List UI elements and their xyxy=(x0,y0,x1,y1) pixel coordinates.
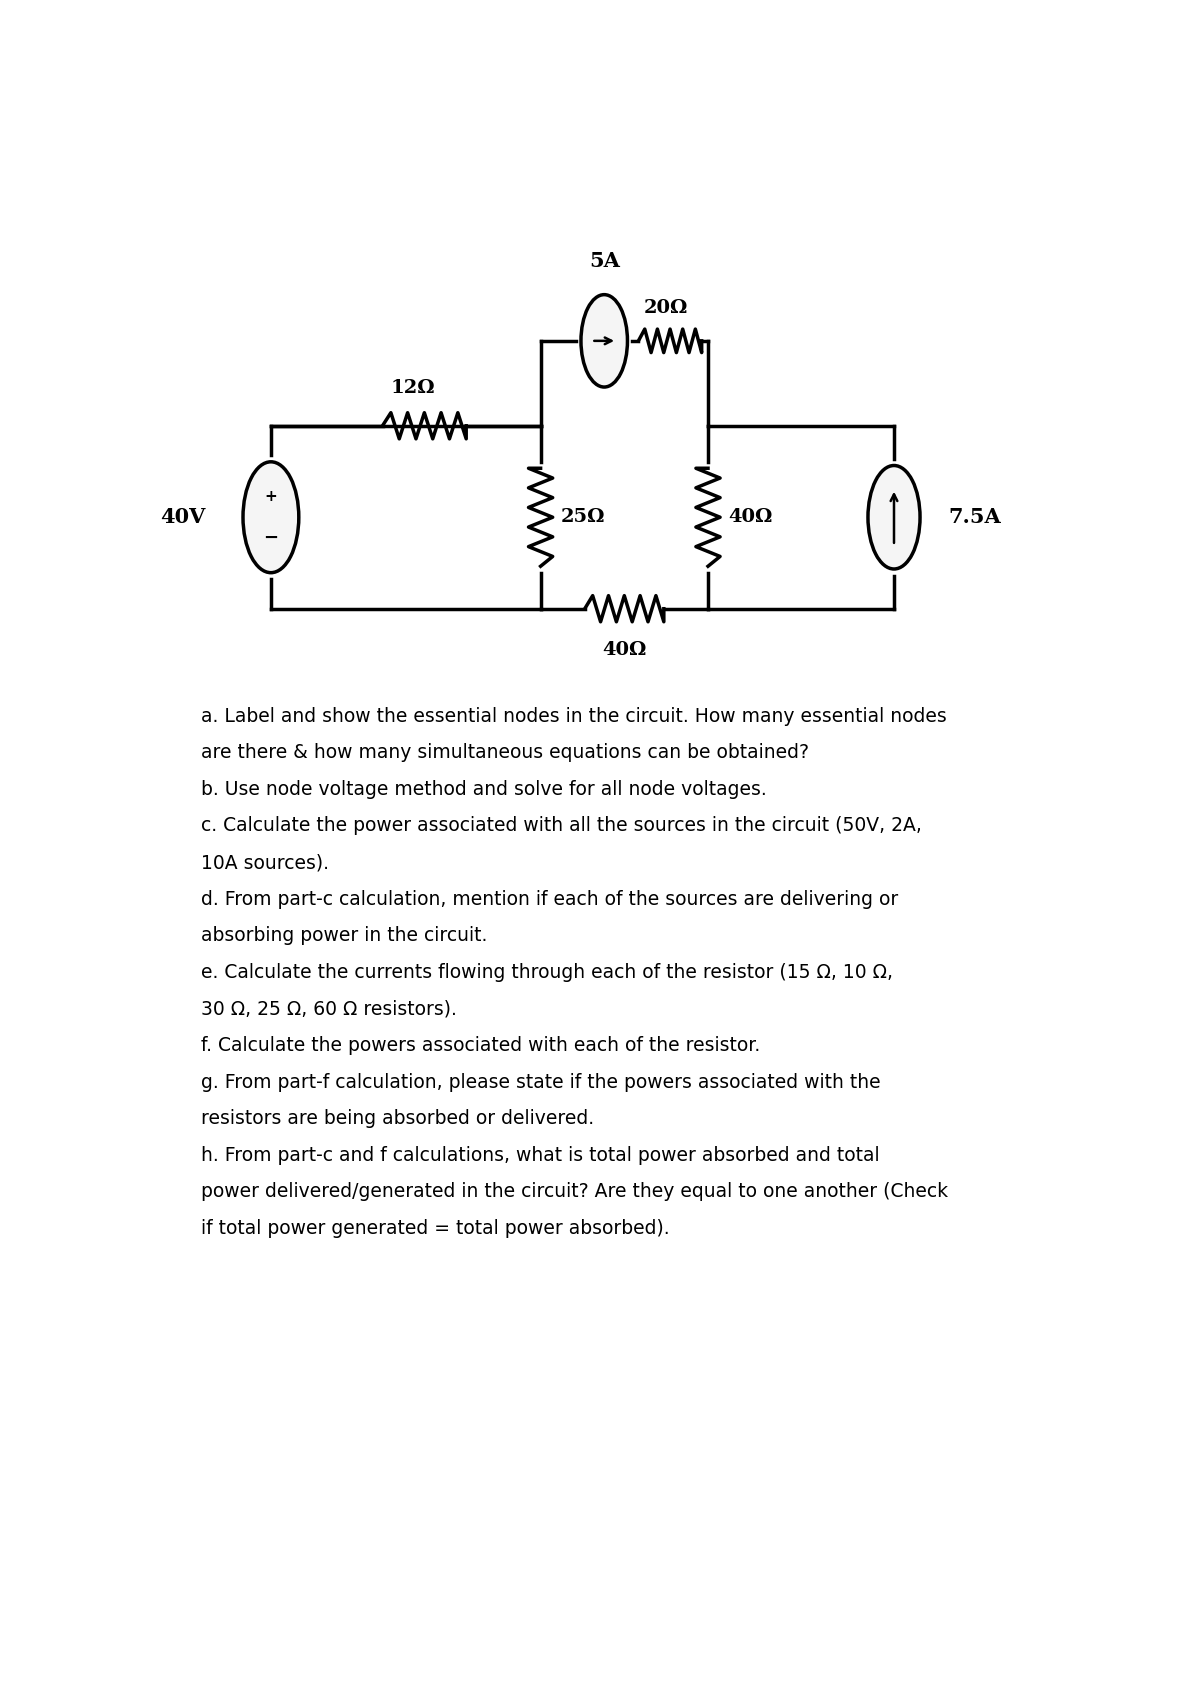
Text: power delivered/generated in the circuit? Are they equal to one another (Check: power delivered/generated in the circuit… xyxy=(202,1183,948,1201)
Text: 12Ω: 12Ω xyxy=(391,378,436,397)
Ellipse shape xyxy=(242,462,299,572)
Text: 40Ω: 40Ω xyxy=(602,641,647,660)
Text: −: − xyxy=(263,529,278,548)
Text: are there & how many simultaneous equations can be obtained?: are there & how many simultaneous equati… xyxy=(202,743,809,762)
Text: if total power generated = total power absorbed).: if total power generated = total power a… xyxy=(202,1218,670,1237)
Text: 5A: 5A xyxy=(589,251,619,272)
Text: 30 Ω, 25 Ω, 60 Ω resistors).: 30 Ω, 25 Ω, 60 Ω resistors). xyxy=(202,1000,457,1018)
Text: f. Calculate the powers associated with each of the resistor.: f. Calculate the powers associated with … xyxy=(202,1035,761,1056)
Text: +: + xyxy=(264,489,277,504)
Text: 40Ω: 40Ω xyxy=(728,507,773,526)
Text: e. Calculate the currents flowing through each of the resistor (15 Ω, 10 Ω,: e. Calculate the currents flowing throug… xyxy=(202,962,893,983)
Text: 25Ω: 25Ω xyxy=(562,507,606,526)
Text: resistors are being absorbed or delivered.: resistors are being absorbed or delivere… xyxy=(202,1110,594,1129)
Text: a. Label and show the essential nodes in the circuit. How many essential nodes: a. Label and show the essential nodes in… xyxy=(202,706,947,726)
Text: absorbing power in the circuit.: absorbing power in the circuit. xyxy=(202,927,487,945)
Text: 20Ω: 20Ω xyxy=(643,299,688,317)
Ellipse shape xyxy=(868,465,920,568)
Text: d. From part-c calculation, mention if each of the sources are delivering or: d. From part-c calculation, mention if e… xyxy=(202,889,899,908)
Text: b. Use node voltage method and solve for all node voltages.: b. Use node voltage method and solve for… xyxy=(202,781,767,799)
Text: 10A sources).: 10A sources). xyxy=(202,854,329,872)
Text: 7.5A: 7.5A xyxy=(948,507,1001,528)
Text: c. Calculate the power associated with all the sources in the circuit (50V, 2A,: c. Calculate the power associated with a… xyxy=(202,816,922,835)
Text: 40V: 40V xyxy=(161,507,206,528)
Ellipse shape xyxy=(581,295,628,387)
Text: g. From part-f calculation, please state if the powers associated with the: g. From part-f calculation, please state… xyxy=(202,1073,881,1091)
Text: h. From part-c and f calculations, what is total power absorbed and total: h. From part-c and f calculations, what … xyxy=(202,1145,880,1164)
